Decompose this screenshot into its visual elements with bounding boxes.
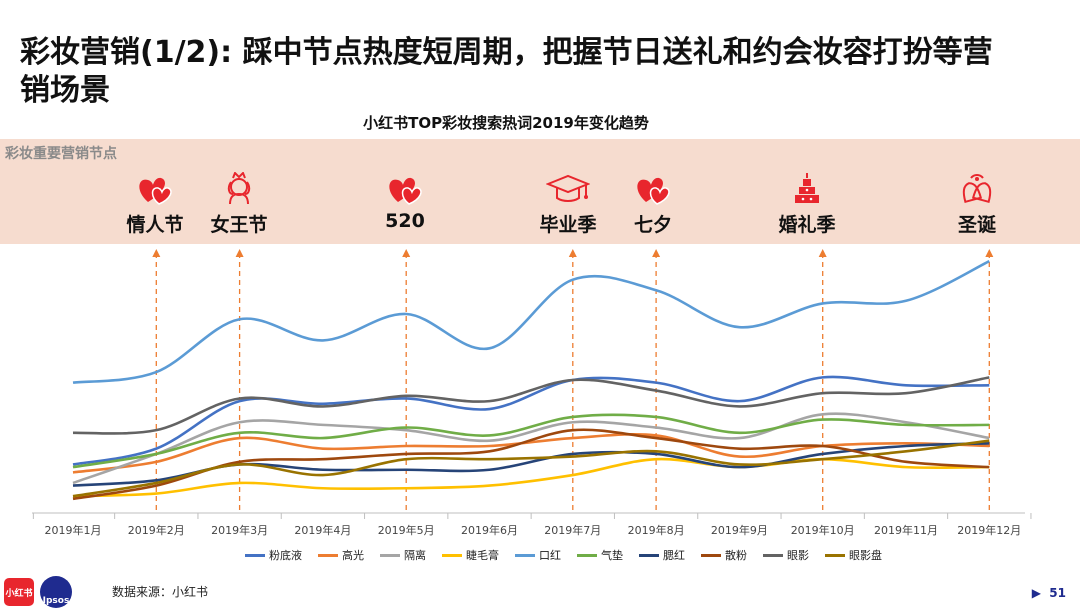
event-label: 女王节 [210, 214, 268, 236]
legend-label: 睫毛膏 [466, 549, 499, 562]
x-tick-label: 2019年2月 [128, 523, 185, 537]
legend-label: 粉底液 [269, 549, 302, 562]
x-tick-label: 2019年1月 [45, 523, 102, 537]
x-tick-label: 2019年4月 [294, 523, 351, 537]
series-line [72, 260, 990, 384]
event-marker-arrow [402, 249, 411, 510]
series-line [72, 439, 990, 498]
legend-item: 隔离 [380, 547, 426, 563]
event-label: 圣诞 [957, 214, 996, 236]
event-label: 七夕 [633, 214, 672, 236]
legend-swatch [639, 553, 659, 557]
x-tick-label: 2019年11月 [874, 523, 938, 537]
legend-swatch [701, 553, 721, 557]
legend-swatch [577, 553, 597, 557]
graduation-cap-icon [513, 172, 623, 206]
band-label: 彩妆重要营销节点 [5, 146, 117, 162]
xiaohongshu-logo: 小红书 [4, 578, 34, 606]
slide-title: 彩妆营销(1/2): 踩中节点热度短周期，把握节日送礼和约会妆容打扮等营销场景 [20, 35, 993, 108]
page-number-value: 51 [1049, 586, 1066, 600]
legend-item: 腮红 [639, 547, 685, 563]
legend-swatch [380, 553, 400, 557]
legend-label: 眼影盘 [849, 549, 882, 562]
series-line [72, 428, 990, 501]
legend-item: 口红 [515, 547, 561, 563]
legend-swatch [318, 553, 338, 557]
series-line [72, 376, 990, 435]
x-tick-label: 2019年10月 [791, 523, 855, 537]
legend-swatch [763, 553, 783, 557]
legend-item: 眼影盘 [825, 547, 882, 563]
event-label: 情人节 [126, 214, 184, 236]
hearts-icon [100, 172, 210, 206]
event-graduation: 毕业季 [513, 172, 623, 237]
ipsos-logo: Ipsos [40, 576, 72, 608]
x-tick-label: 2019年7月 [544, 523, 601, 537]
x-tick-label: 2019年5月 [378, 523, 435, 537]
legend-label: 散粉 [725, 549, 747, 562]
hearts-icon [598, 172, 708, 206]
legend-item: 散粉 [701, 547, 747, 563]
x-tick-label: 2019年12月 [957, 523, 1021, 537]
legend-label: 眼影 [787, 549, 809, 562]
legend-label: 隔离 [404, 549, 426, 562]
legend-label: 腮红 [663, 549, 685, 562]
marketing-nodes-band [0, 139, 1080, 244]
legend-swatch [515, 553, 535, 557]
wedding-cake-icon [752, 172, 862, 206]
legend-swatch [442, 553, 462, 557]
legend-swatch [825, 553, 845, 557]
event-marker-arrow [818, 249, 827, 510]
event-marker-arrow [568, 249, 577, 510]
event-valentines: 情人节 [100, 172, 210, 237]
series-line [72, 433, 990, 474]
legend-item: 气垫 [577, 547, 623, 563]
event-marker-arrow [152, 249, 161, 510]
chart-title: 小红书TOP彩妆搜索热词2019年变化趋势 [363, 114, 649, 132]
data-source: 数据来源：小红书 [112, 585, 209, 599]
event-label: 520 [385, 210, 425, 232]
x-tick-label: 2019年6月 [461, 523, 518, 537]
legend-item: 粉底液 [245, 547, 302, 563]
legend-item: 高光 [318, 547, 364, 563]
event-queens-day: 女王节 [184, 172, 294, 237]
x-tick-label: 2019年9月 [711, 523, 768, 537]
legend-swatch [245, 553, 265, 557]
event-marker-arrow [235, 249, 244, 510]
event-christmas: 圣诞 [922, 172, 1032, 237]
series-line [72, 375, 990, 466]
legend-label: 口红 [539, 549, 561, 562]
event-520: 520 [350, 172, 460, 232]
event-wedding-season: 婚礼季 [752, 172, 862, 237]
chart-legend: 粉底液 高光 隔离 睫毛膏 口红 气垫 腮红 散粉 眼影 眼影盘 [245, 547, 882, 563]
event-label: 婚礼季 [778, 214, 836, 236]
series-line [72, 413, 990, 469]
page-number: ▶ 51 [1031, 586, 1066, 600]
series-line [72, 457, 990, 498]
legend-item: 眼影 [763, 547, 809, 563]
x-tick-label: 2019年3月 [211, 523, 268, 537]
queen-icon [184, 172, 294, 206]
bells-icon [922, 172, 1032, 206]
event-label: 毕业季 [539, 214, 597, 236]
series-line [72, 412, 990, 485]
event-qixi: 七夕 [598, 172, 708, 237]
legend-label: 高光 [342, 549, 364, 562]
event-marker-arrow [985, 249, 994, 510]
x-tick-label: 2019年8月 [628, 523, 685, 537]
legend-label: 气垫 [601, 549, 623, 562]
hearts-icon [350, 172, 460, 206]
legend-item: 睫毛膏 [442, 547, 499, 563]
